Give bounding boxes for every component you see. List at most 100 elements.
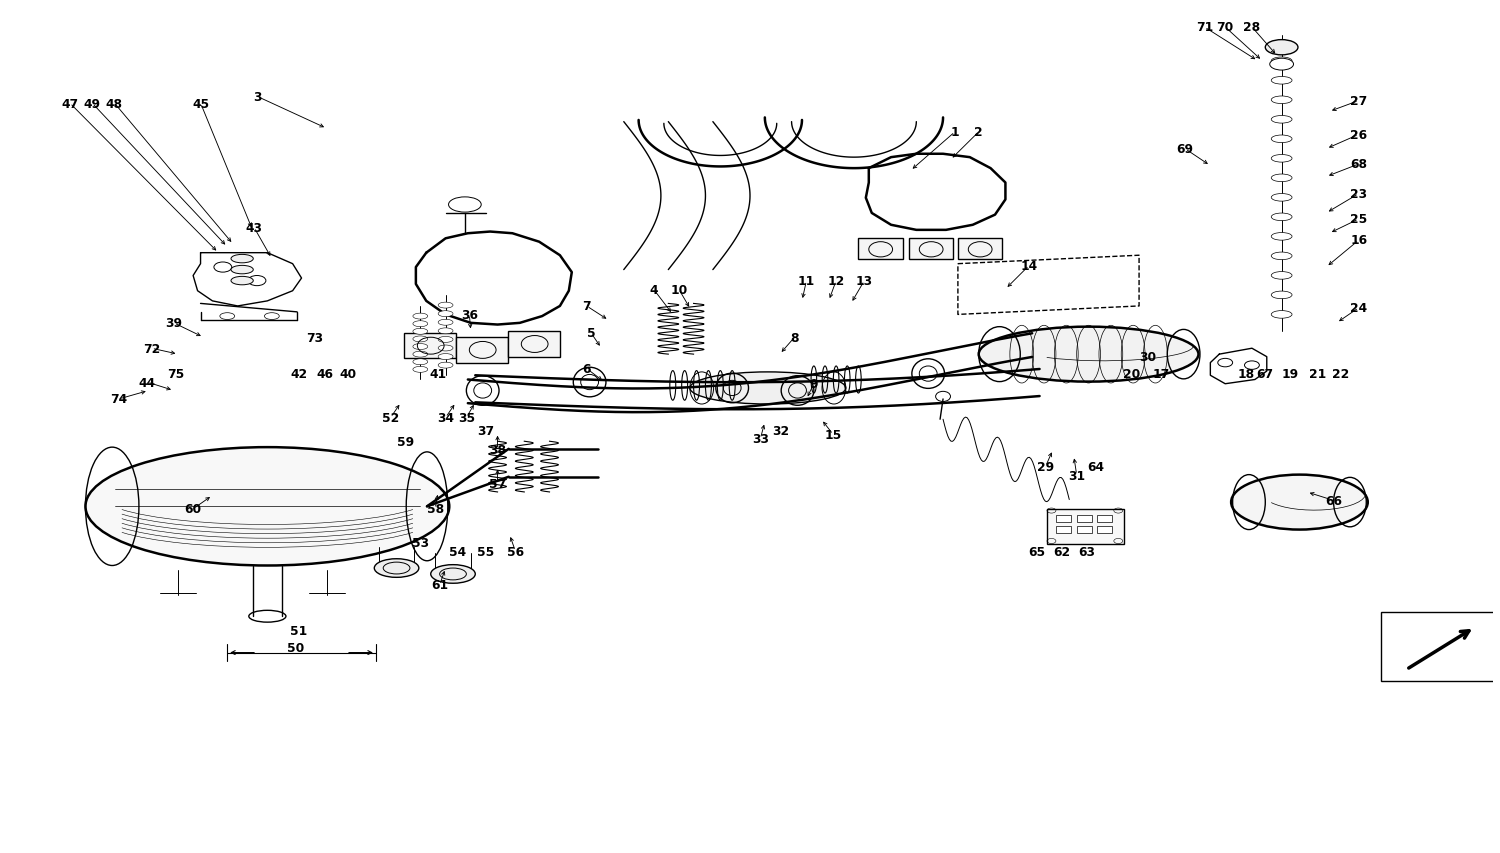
Text: 13: 13 — [856, 275, 873, 287]
Ellipse shape — [1270, 233, 1292, 241]
Bar — [958, 239, 1002, 260]
Text: 5: 5 — [586, 327, 596, 340]
Text: 40: 40 — [339, 368, 356, 380]
Text: 9: 9 — [810, 378, 818, 391]
Text: 49: 49 — [84, 97, 100, 110]
Text: 56: 56 — [507, 545, 524, 558]
Ellipse shape — [413, 337, 428, 342]
Text: 72: 72 — [142, 342, 160, 356]
Ellipse shape — [231, 277, 254, 286]
Bar — [1077, 515, 1092, 523]
Text: 23: 23 — [1350, 188, 1368, 200]
Text: 74: 74 — [111, 393, 128, 406]
Text: 33: 33 — [752, 432, 770, 445]
Text: 16: 16 — [1350, 235, 1368, 247]
Text: 41: 41 — [429, 368, 447, 380]
Ellipse shape — [1270, 252, 1292, 260]
Ellipse shape — [438, 303, 453, 309]
Ellipse shape — [1270, 272, 1292, 280]
Text: 63: 63 — [1078, 545, 1095, 558]
Text: 26: 26 — [1350, 129, 1368, 142]
Ellipse shape — [1232, 475, 1368, 530]
Text: 22: 22 — [1332, 368, 1350, 380]
Text: 47: 47 — [62, 97, 78, 110]
Text: 42: 42 — [290, 368, 308, 380]
Bar — [909, 239, 954, 260]
Ellipse shape — [1270, 116, 1292, 124]
Text: 48: 48 — [106, 97, 123, 110]
Text: 50: 50 — [286, 641, 304, 654]
Ellipse shape — [438, 363, 453, 368]
Text: 57: 57 — [489, 478, 506, 490]
Text: 17: 17 — [1152, 368, 1170, 380]
Text: 54: 54 — [448, 545, 466, 558]
Text: 25: 25 — [1350, 213, 1368, 226]
Ellipse shape — [413, 351, 428, 357]
Bar — [1056, 526, 1071, 534]
Ellipse shape — [690, 373, 846, 404]
Bar — [1098, 515, 1113, 523]
Text: 66: 66 — [1324, 495, 1342, 508]
Bar — [404, 334, 456, 359]
Ellipse shape — [1270, 175, 1292, 183]
Text: 10: 10 — [670, 283, 687, 296]
Text: 36: 36 — [460, 309, 478, 322]
Bar — [1382, 612, 1500, 682]
Text: 52: 52 — [382, 411, 399, 425]
Text: 68: 68 — [1350, 158, 1368, 171]
Ellipse shape — [438, 337, 453, 343]
Text: 8: 8 — [790, 331, 800, 345]
Text: 65: 65 — [1028, 545, 1045, 558]
Text: 28: 28 — [1244, 21, 1260, 34]
Ellipse shape — [413, 322, 428, 328]
Text: 53: 53 — [413, 537, 429, 549]
Text: 45: 45 — [192, 97, 208, 110]
Text: 29: 29 — [1036, 461, 1054, 473]
Ellipse shape — [1270, 136, 1292, 143]
Ellipse shape — [413, 367, 428, 373]
Ellipse shape — [438, 345, 453, 351]
Text: 71: 71 — [1196, 21, 1214, 34]
Bar — [1056, 515, 1071, 523]
Ellipse shape — [1270, 311, 1292, 319]
Text: 75: 75 — [166, 368, 184, 380]
Text: 70: 70 — [1216, 21, 1234, 34]
Text: 31: 31 — [1068, 469, 1086, 482]
Text: 59: 59 — [398, 435, 414, 448]
Text: 30: 30 — [1140, 351, 1156, 363]
Ellipse shape — [1270, 78, 1292, 85]
Text: 38: 38 — [489, 444, 506, 456]
Text: 35: 35 — [458, 411, 476, 425]
Ellipse shape — [1269, 59, 1293, 71]
Text: 32: 32 — [772, 424, 789, 438]
Bar — [456, 338, 509, 363]
Text: 61: 61 — [430, 579, 448, 592]
Text: 67: 67 — [1257, 368, 1274, 380]
Ellipse shape — [1270, 58, 1292, 66]
Text: 21: 21 — [1308, 368, 1326, 380]
Ellipse shape — [413, 329, 428, 335]
Text: 60: 60 — [184, 502, 201, 516]
Ellipse shape — [1270, 97, 1292, 104]
Text: 46: 46 — [316, 368, 334, 380]
Text: 37: 37 — [477, 424, 494, 438]
Text: 58: 58 — [426, 502, 444, 516]
Text: 44: 44 — [138, 376, 156, 389]
Ellipse shape — [1266, 41, 1298, 55]
Ellipse shape — [1270, 194, 1292, 202]
Ellipse shape — [438, 320, 453, 326]
Text: 15: 15 — [825, 428, 842, 442]
Bar — [1098, 526, 1113, 534]
Text: 51: 51 — [290, 624, 308, 637]
Text: 39: 39 — [165, 317, 183, 330]
Text: 2: 2 — [975, 126, 982, 139]
Bar — [509, 332, 560, 357]
Text: 24: 24 — [1350, 302, 1368, 315]
Ellipse shape — [413, 359, 428, 365]
Ellipse shape — [1270, 292, 1292, 299]
Text: 55: 55 — [477, 545, 495, 558]
Bar — [858, 239, 903, 260]
Ellipse shape — [1270, 155, 1292, 163]
Ellipse shape — [231, 255, 254, 264]
Text: 1: 1 — [951, 126, 958, 139]
